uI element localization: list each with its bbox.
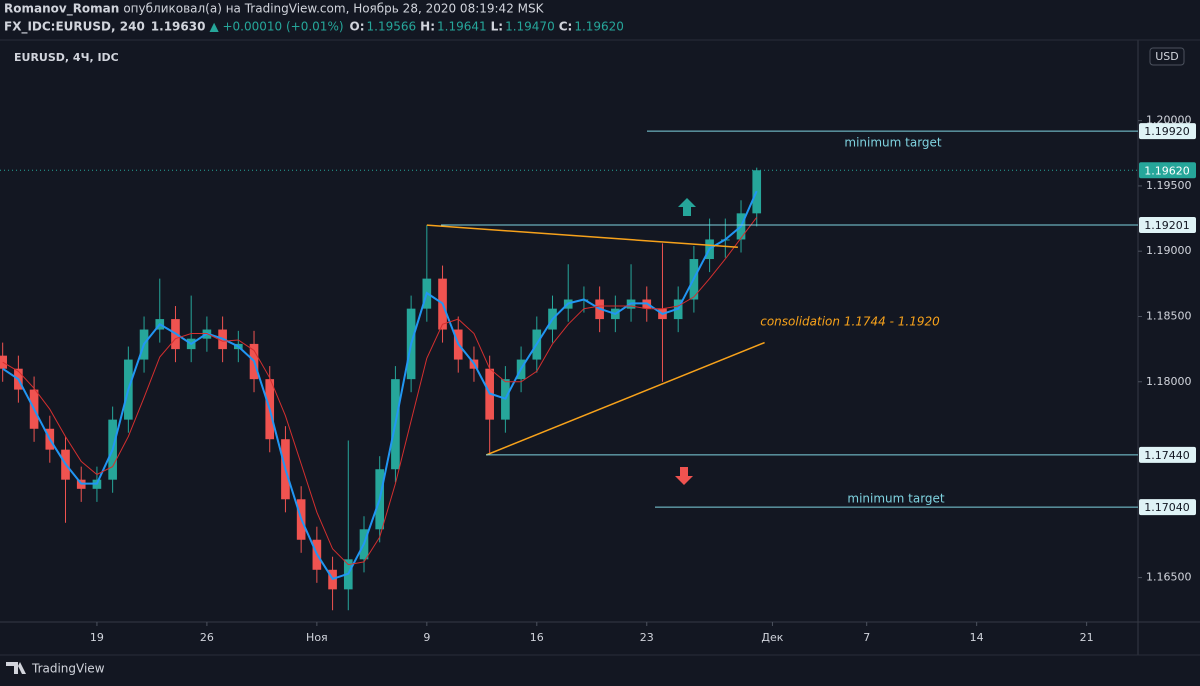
x-tick-label: 23 xyxy=(640,631,654,644)
currency-box[interactable] xyxy=(1149,47,1185,66)
trend-line xyxy=(426,224,738,249)
price-tag xyxy=(1139,216,1196,233)
price-tag xyxy=(1139,123,1196,140)
low-label: L: xyxy=(491,20,503,34)
trend-line xyxy=(486,341,765,456)
down-arrow xyxy=(675,467,693,485)
moving-average xyxy=(2,190,758,581)
x-tick-label: 19 xyxy=(90,631,104,644)
footer-brand: TradingView xyxy=(31,662,105,676)
y-tick-label: 1.19500 xyxy=(1146,179,1192,192)
price-tag xyxy=(1139,499,1196,516)
high-value: 1.19641 xyxy=(437,20,487,34)
x-tick-label: 7 xyxy=(863,631,870,644)
up-arrow xyxy=(678,198,696,216)
price-tag-label: 1.19920 xyxy=(1144,125,1190,138)
x-tick-label: 26 xyxy=(200,631,214,644)
annotation: minimum target xyxy=(844,136,942,150)
y-tick-label: 1.19000 xyxy=(1146,244,1192,257)
logo-icon xyxy=(6,662,26,674)
last-price: 1.19630 xyxy=(151,20,206,34)
header-line-1: Romanov_Roman опубликовал(а) на TradingV… xyxy=(4,2,545,17)
price-tag-label: 1.17440 xyxy=(1144,449,1190,462)
price-tag xyxy=(1139,446,1196,463)
price-tag-label: 1.19201 xyxy=(1144,219,1190,232)
x-tick-label: 16 xyxy=(530,631,544,644)
open-label: O: xyxy=(350,20,365,34)
y-tick-label: 1.16500 xyxy=(1146,571,1192,584)
x-tick-label: 21 xyxy=(1080,631,1094,644)
close-label: C: xyxy=(559,20,573,34)
annotation: minimum target xyxy=(847,492,945,506)
price-tag xyxy=(1139,162,1196,179)
x-tick-label: 9 xyxy=(423,631,430,644)
low-value: 1.19470 xyxy=(505,20,555,34)
annotation: consolidation 1.1744 - 1.1920 xyxy=(760,315,940,329)
x-tick-label: Дек xyxy=(761,631,783,644)
published: опубликовал(а) на TradingView.com, Ноябр… xyxy=(123,2,544,16)
x-tick-label: Ноя xyxy=(306,631,328,644)
plot-area xyxy=(0,167,765,611)
chart-legend: EURUSD, 4Ч, IDC xyxy=(14,51,119,64)
y-tick-label: 1.18500 xyxy=(1146,309,1192,322)
symbol: FX_IDC:EURUSD, 240 xyxy=(4,20,145,35)
close-value: 1.19620 xyxy=(574,20,624,34)
change: ▲ +0.00010 (+0.01%) xyxy=(209,20,343,34)
price-tag-label: 1.17040 xyxy=(1144,501,1190,514)
moving-average xyxy=(2,216,758,566)
price-tag-label: 1.19620 xyxy=(1144,164,1190,177)
open-value: 1.19566 xyxy=(367,20,417,34)
high-label: H: xyxy=(420,20,435,34)
y-tick-label: 1.18000 xyxy=(1146,375,1192,388)
header-line-2: FX_IDC:EURUSD, 240 1.19630 ▲ +0.00010 (+… xyxy=(4,20,624,35)
x-tick-label: 14 xyxy=(970,631,984,644)
currency: USD xyxy=(1155,50,1179,63)
author: Romanov_Roman xyxy=(4,2,119,17)
